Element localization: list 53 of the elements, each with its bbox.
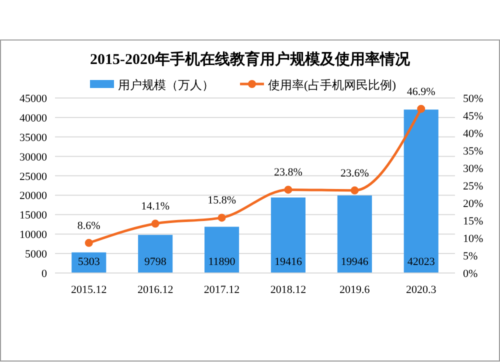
x-tick-label: 2018.12	[270, 284, 306, 296]
y2-tick-label: 5%	[463, 250, 478, 262]
bar	[138, 234, 173, 273]
data-label: 46.9%	[406, 86, 436, 98]
point	[284, 186, 292, 194]
data-label: 15.8%	[208, 194, 236, 207]
data-label: 8.6%	[77, 220, 100, 232]
x-tick-label: 2019.6	[340, 284, 370, 296]
x-tick-label: 2015.12	[71, 284, 107, 296]
y2-tick-label: 25%	[463, 180, 484, 192]
data-label: 23.6%	[340, 167, 369, 180]
y-tick-label: 0	[42, 268, 48, 280]
data-label: 14.1%	[141, 200, 170, 213]
y2-tick-label: 15%	[463, 216, 484, 228]
y2-tick-label: 0%	[463, 268, 478, 280]
y-tick-label: 15000	[20, 210, 48, 222]
y-tick-label: 35000	[20, 132, 48, 144]
y2-tick-label: 40%	[463, 128, 484, 140]
y-tick-label: 40000	[20, 112, 48, 124]
data-label: 5303	[78, 256, 100, 268]
y2-tick-label: 10%	[463, 233, 484, 245]
point	[417, 104, 426, 113]
y-tick-label: 45000	[20, 93, 48, 105]
point	[84, 238, 93, 247]
y-tick-label: 30000	[20, 151, 48, 164]
x-tick-label: 2016.12	[137, 284, 174, 296]
legend-label: 使用率(占手机网民比例)	[268, 78, 396, 92]
y-tick-label: 25000	[20, 170, 48, 183]
x-tick-label: 2017.12	[204, 284, 240, 296]
data-label: 23.8%	[274, 166, 302, 179]
data-label: 19416	[274, 256, 302, 268]
y2-tick-label: 35%	[463, 146, 484, 158]
bar	[404, 110, 438, 273]
data-label: 11890	[208, 256, 236, 268]
bar	[204, 226, 240, 273]
point	[218, 214, 226, 222]
point	[151, 220, 160, 228]
data-label: 42023	[407, 256, 436, 268]
y2-tick-label: 45%	[463, 110, 484, 122]
y-tick-label: 10000	[20, 229, 48, 242]
y2-tick-label: 20%	[463, 198, 484, 210]
data-label: 9798	[144, 256, 167, 268]
y-tick-label: 20000	[20, 190, 48, 202]
bar	[270, 197, 306, 273]
legend-label: 用户规模（万人）	[118, 78, 214, 92]
data-label: 19946	[340, 256, 369, 268]
y2-tick-label: 50%	[463, 93, 484, 105]
bar	[337, 195, 372, 273]
x-tick-label: 2020.3	[406, 284, 437, 296]
y2-tick-label: 30%	[463, 163, 484, 175]
point	[350, 186, 359, 194]
y-tick-label: 5000	[25, 248, 48, 261]
chart-title: 2015-2020年手机在线教育用户规模及使用率情况	[90, 50, 411, 68]
